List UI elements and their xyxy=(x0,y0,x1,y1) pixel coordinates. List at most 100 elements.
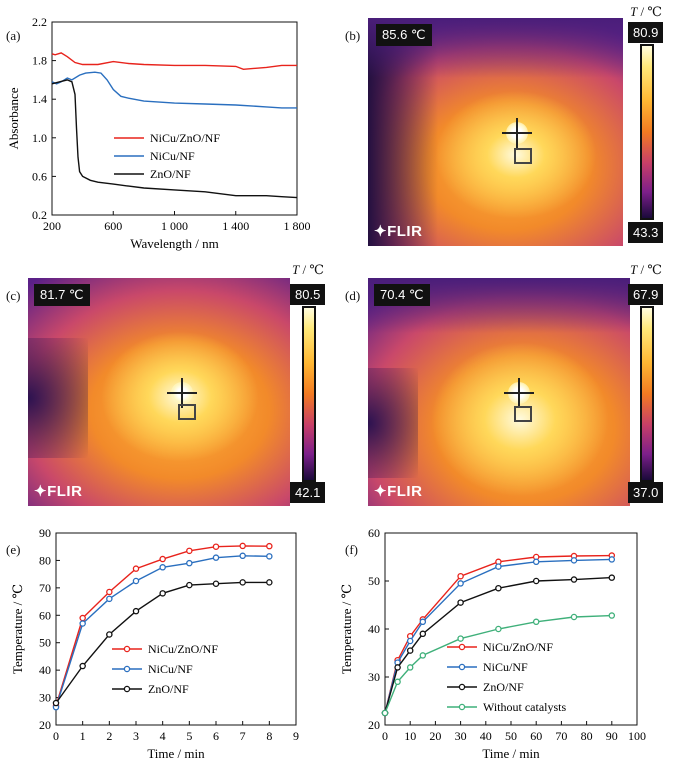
chart-f-xlabel: Time / min xyxy=(482,746,540,761)
chart-a-legend-label-nicu-zno-nf: NiCu/ZnO/NF xyxy=(150,131,220,145)
chart-f-xtick-label: 80 xyxy=(581,729,593,743)
chart-f-ytick-label: 20 xyxy=(368,718,380,732)
scale-title-c: T / ℃ xyxy=(292,262,324,277)
chart-e-point-zno-nf xyxy=(239,579,246,586)
chart-e-point-nicu-zno-nf xyxy=(266,542,273,550)
chart-e-ytick-label: 90 xyxy=(39,526,51,540)
chart-e-point-nicu-zno-nf xyxy=(159,555,166,563)
panel-label-e: (e) xyxy=(6,542,21,557)
chart-f-xtick-label: 90 xyxy=(606,729,618,743)
chart-e-point-zno-nf xyxy=(266,579,273,586)
chart-f-point-without-catalysts xyxy=(406,664,414,671)
chart-e-legend-label-zno-nf: ZnO/NF xyxy=(148,682,189,696)
chart-a-ytick-label: 2.2 xyxy=(32,15,47,29)
chart-a-ytick-label: 1.4 xyxy=(32,92,47,106)
chart-f-xtick-label: 100 xyxy=(628,729,646,743)
chart-e-point-nicu-nf xyxy=(212,554,220,561)
chart-f-point-nicu-nf xyxy=(457,580,464,587)
chart-f-xtick-label: 70 xyxy=(555,729,567,743)
chart-e-xtick-label: 3 xyxy=(133,729,139,743)
chart-a-series-nicu-nf xyxy=(51,71,297,109)
chart-f-ytick-label: 40 xyxy=(368,622,380,636)
chart-a-frame xyxy=(51,21,298,216)
chart-f-point-nicu-nf xyxy=(419,618,427,626)
chart-f-point-without-catalysts xyxy=(570,613,578,621)
chart-a-ytick-label: 0.6 xyxy=(32,169,47,183)
chart-e-point-nicu-nf xyxy=(266,553,273,560)
panel-label-b: (b) xyxy=(345,28,361,43)
chart-e-frame xyxy=(55,532,297,726)
flir-logo: ✦FLIR xyxy=(374,223,423,240)
chart-f-legend-marker-zno-nf xyxy=(458,683,466,691)
chart-a-legend-label-nicu-nf: NiCu/NF xyxy=(150,149,195,163)
flir-logo: ✦FLIR xyxy=(374,483,423,500)
chart-e-point-nicu-zno-nf xyxy=(106,588,113,596)
panel-label-d: (d) xyxy=(345,288,361,303)
chart-f-legend-label-without-catalysts: Without catalysts xyxy=(483,700,566,714)
chart-e-xtick-label: 1 xyxy=(80,729,86,743)
chart-e-point-nicu-zno-nf xyxy=(186,547,193,555)
chart-e-xtick-label: 9 xyxy=(293,729,299,743)
chart-f-xtick-label: 60 xyxy=(530,729,542,743)
thermal-image-d: 70.4 ℃ ✦FLIR xyxy=(368,278,630,506)
chart-e-point-nicu-nf xyxy=(79,620,86,627)
chart-a-xtick-label: 1 400 xyxy=(222,219,249,233)
chart-e-point-nicu-zno-nf xyxy=(212,543,220,550)
panel-label-f: (f) xyxy=(345,542,358,557)
chart-f-ytick-label: 50 xyxy=(368,574,380,588)
chart-e-xtick-label: 4 xyxy=(160,729,166,743)
chart-f-point-without-catalysts xyxy=(495,625,502,633)
chart-f-point-nicu-nf xyxy=(608,556,616,563)
thermal-image-c: 81.7 ℃ ✦FLIR xyxy=(28,278,290,506)
colorbar-c xyxy=(302,306,316,482)
chart-f-ylabel: Temperature / ℃ xyxy=(339,584,354,674)
chart-f-legend-label-nicu-zno-nf: NiCu/ZnO/NF xyxy=(483,640,553,654)
chart-e-ytick-label: 80 xyxy=(39,553,51,567)
chart-e-xtick-label: 6 xyxy=(213,729,219,743)
colorbar-b xyxy=(640,44,654,220)
scale-max-b: 80.9 xyxy=(628,22,664,43)
panel-label-c: (c) xyxy=(6,288,21,303)
chart-e-ytick-label: 70 xyxy=(39,581,51,595)
chart-f-point-nicu-nf xyxy=(532,558,540,566)
chart-e-point-zno-nf xyxy=(106,631,113,638)
chart-f-xtick-label: 50 xyxy=(505,729,517,743)
chart-e-legend-marker-nicu-zno-nf xyxy=(123,645,131,653)
chart-e-point-zno-nf xyxy=(79,662,86,670)
chart-a-ytick-label: 0.2 xyxy=(32,208,47,222)
max-temp-readout: 81.7 ℃ xyxy=(34,284,90,306)
chart-f-xtick-label: 0 xyxy=(382,729,388,743)
chart-e-point-nicu-zno-nf xyxy=(79,614,86,622)
chart-e-point-zno-nf xyxy=(159,590,166,597)
chart-f-point-without-catalysts xyxy=(419,652,427,659)
chart-e-legend-marker-zno-nf xyxy=(123,685,131,693)
chart-f-point-zno-nf xyxy=(570,576,578,583)
chart-f-ytick-label: 60 xyxy=(368,526,380,540)
chart-f-xtick-label: 30 xyxy=(455,729,467,743)
chart-a-legend-label-zno-nf: ZnO/NF xyxy=(150,167,191,181)
chart-f-point-zno-nf xyxy=(394,664,401,671)
chart-a-ytick-label: 1.0 xyxy=(32,131,47,145)
chart-f-point-zno-nf xyxy=(495,584,502,592)
chart-f-legend-marker-without-catalysts xyxy=(458,703,466,711)
chart-f-xtick-label: 20 xyxy=(429,729,441,743)
chart-a-xlabel: Wavelength / nm xyxy=(130,236,219,251)
chart-e-point-nicu-zno-nf xyxy=(132,565,140,572)
chart-f-point-zno-nf xyxy=(608,574,616,581)
scale-max-d: 67.9 xyxy=(628,284,664,305)
chart-f-point-nicu-nf xyxy=(406,637,414,645)
chart-e-ylabel: Temperature / ℃ xyxy=(10,584,25,674)
scale-min-c: 42.1 xyxy=(290,482,326,503)
chart-e-point-zno-nf xyxy=(132,607,140,615)
chart-e-xtick-label: 0 xyxy=(53,729,59,743)
chart-e-ytick-label: 50 xyxy=(39,636,51,650)
scale-max-c: 80.5 xyxy=(290,284,326,305)
chart-a-series-zno-nf xyxy=(51,79,298,199)
temperature-chart-f: 0 10 20 30 40 50 60 70 80 90 100 20 30 40 50 60 Time / m… xyxy=(339,526,646,761)
chart-e-point-zno-nf xyxy=(52,699,60,707)
chart-f-xtick-label: 10 xyxy=(404,729,416,743)
chart-f-point-without-catalysts xyxy=(394,678,401,686)
chart-f-point-without-catalysts xyxy=(457,635,464,642)
chart-e-point-nicu-nf xyxy=(239,552,246,560)
chart-f-legend-label-nicu-nf: NiCu/NF xyxy=(483,660,528,674)
